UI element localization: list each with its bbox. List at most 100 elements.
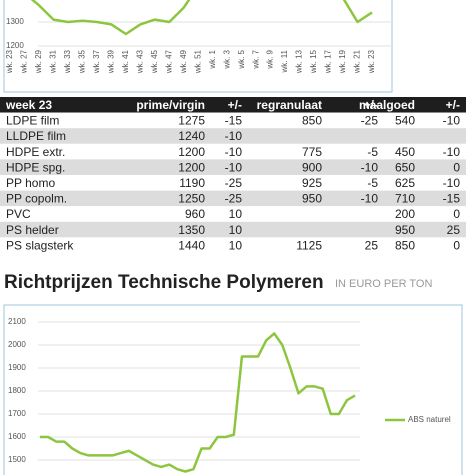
y-tick-label: 1600	[8, 432, 26, 441]
table-cell: 625	[395, 176, 415, 190]
x-tick-label: wk. 23	[367, 49, 376, 74]
table-cell: 540	[395, 114, 415, 128]
table-cell: -10	[225, 145, 243, 159]
x-tick-label: wk. 47	[164, 49, 173, 74]
table-row-bg	[0, 221, 466, 238]
table-cell: -10	[443, 114, 461, 128]
table-cell: PS slagsterk	[6, 238, 74, 252]
table-cell: 10	[229, 207, 243, 221]
table-cell: 0	[453, 238, 460, 252]
plot	[40, 332, 356, 473]
table-cell: -10	[225, 129, 243, 143]
x-tick-label: wk. 19	[338, 49, 347, 74]
table-cell: LLDPE film	[6, 129, 66, 143]
table-cell: 25	[447, 223, 461, 237]
table-cell: -15	[225, 114, 243, 128]
table-header: +/-	[364, 98, 378, 112]
table-cell: 1250	[178, 192, 205, 206]
table-cell: 200	[395, 207, 415, 221]
data-line	[30, 0, 373, 36]
table-cell: 925	[302, 176, 322, 190]
x-tick-label: wk. 13	[295, 49, 304, 74]
y-tick-label: 1800	[8, 386, 26, 395]
x-tick-label: wk. 43	[135, 49, 144, 74]
table-cell: -10	[361, 160, 379, 174]
table-cell: 1240	[178, 129, 205, 143]
x-tick-label: wk. 5	[237, 49, 246, 69]
table-cell: 0	[453, 160, 460, 174]
table-cell: 650	[395, 160, 415, 174]
chart-frame	[3, 0, 393, 93]
chart-frame	[3, 304, 463, 475]
table-header-bg	[0, 97, 466, 113]
x-tick-label: wk. 35	[78, 49, 87, 74]
table-cell: 450	[395, 145, 415, 159]
table-row-bg	[0, 206, 466, 222]
table-header: regranulaat	[257, 98, 322, 112]
heading-title: Richtprijzen Technische Polymeren	[4, 272, 324, 293]
table-cell: 1275	[178, 114, 205, 128]
table-cell: 710	[395, 192, 415, 206]
table-cell: -25	[225, 192, 243, 206]
x-tick-label: wk. 21	[353, 49, 362, 74]
table-cell: -10	[443, 145, 461, 159]
table-cell: 0	[453, 207, 460, 221]
legend-label: ABS naturel	[408, 415, 451, 424]
x-tick-label: wk. 11	[280, 49, 289, 73]
x-tick-label: wk. 1	[208, 49, 217, 69]
table-cell: 25	[365, 238, 379, 252]
table-row-bg	[0, 112, 466, 129]
y-tick-label: 1300	[6, 17, 24, 26]
table-row-bg	[0, 159, 466, 175]
table-row-bg	[0, 143, 466, 160]
x-tick-label: wk. 9	[266, 49, 275, 69]
table-cell: -5	[367, 145, 378, 159]
table-cell: PP copolm.	[6, 192, 67, 206]
x-tick-label: wk. 41	[121, 49, 130, 74]
table-cell: 960	[185, 207, 205, 221]
table-row-bg	[0, 190, 466, 207]
table-cell: 10	[229, 238, 243, 252]
x-tick-label: wk. 51	[193, 49, 202, 74]
table-cell: 775	[302, 145, 322, 159]
table-cell: 1190	[179, 176, 205, 190]
x-tick-label: wk. 7	[251, 49, 260, 69]
table-row-bg	[0, 175, 466, 191]
x-tick-label: wk. 39	[106, 49, 115, 74]
table-cell: 900	[302, 160, 322, 174]
table-cell: -10	[225, 160, 243, 174]
table-header: maalgoed	[359, 98, 415, 112]
y-tick-label: 1500	[8, 455, 26, 464]
y-tick-label: 1200	[6, 41, 24, 50]
table-cell: -5	[367, 176, 378, 190]
x-tick-label: wk. 15	[309, 49, 318, 74]
x-tick-label: wk. 37	[92, 49, 101, 74]
table-cell: 1440	[178, 238, 205, 252]
table-header: prime/virgin	[136, 98, 205, 112]
y-tick-label: 2000	[8, 340, 26, 349]
y-tick-label: 1900	[8, 363, 26, 372]
table-cell: 850	[302, 114, 322, 128]
data-line	[40, 332, 356, 473]
table-cell: LDPE film	[6, 114, 59, 128]
heading-unit: IN EURO PER TON	[335, 278, 432, 290]
table-header: +/-	[228, 98, 242, 112]
y-tick-label: 1400	[6, 0, 24, 2]
table-cell: 10	[229, 223, 243, 237]
y-tick-label: 1700	[8, 409, 26, 418]
table-header: +/-	[446, 98, 460, 112]
table-cell: 1200	[178, 145, 205, 159]
table-cell: 950	[302, 192, 322, 206]
table-cell: 950	[395, 223, 415, 237]
x-tick-label: wk. 49	[179, 49, 188, 74]
x-tick-label: wk. 3	[222, 49, 231, 69]
table-row-bg	[0, 237, 466, 253]
table-cell: -25	[361, 114, 379, 128]
plot	[30, 0, 373, 36]
x-tick-label: wk. 45	[150, 49, 159, 74]
x-tick-label: wk. 29	[34, 49, 43, 74]
table-cell: PP homo	[6, 176, 55, 190]
table-cell: -10	[361, 192, 379, 206]
